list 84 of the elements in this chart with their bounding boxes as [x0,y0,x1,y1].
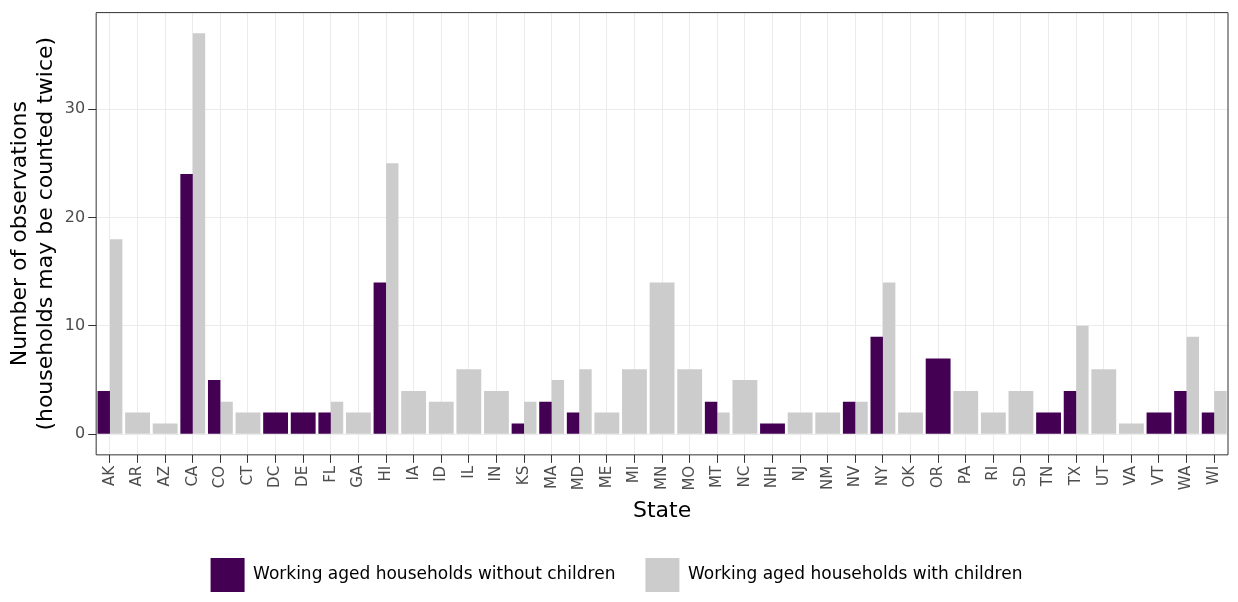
x-axis-title: State [632,496,692,522]
bar [180,174,193,434]
legend-label: Working aged households without children [253,563,616,584]
x-tick-label: IL [458,465,477,479]
x-tick-label: AR [127,465,146,487]
x-tick-label: MD [569,465,588,491]
x-tick-label: OR [928,465,947,489]
x-tick-label: HI [375,465,394,482]
x-tick-label: NC [734,465,753,488]
bar [125,412,150,434]
x-tick-label: MI [624,465,643,484]
bar [345,412,371,434]
bar [649,282,675,434]
x-tick-label: MO [679,465,698,491]
x-tick-label: TX [1066,465,1085,487]
x-tick-label: WA [1176,465,1195,491]
x-tick-label: ID [431,465,450,482]
bar [1008,390,1034,434]
x-tick-label: VT [1148,465,1167,486]
x-tick-label: NM [817,465,836,491]
bar [373,282,387,434]
x-tick-label: IA [403,465,422,481]
y-tick-label: 20 [64,206,86,226]
x-tick-label: MA [541,465,560,490]
y-tick-label: 0 [74,423,86,443]
bar [1174,390,1187,434]
bar [207,380,221,434]
x-tick-label: FL [320,465,339,483]
bar [787,412,813,434]
x-tick-label: DE [293,465,312,487]
x-tick-label: OK [900,464,919,488]
bar [539,401,552,434]
x-tick-label: NV [845,465,864,488]
x-tick-label: DC [265,465,284,488]
bar [594,412,620,434]
bar [428,401,454,434]
x-tick-label: NY [872,465,891,487]
x-tick-label: PA [955,465,974,485]
x-tick-label: IN [486,465,505,482]
y-tick-label: 10 [64,315,86,335]
bar [677,369,703,434]
x-tick-label: NJ [790,465,808,482]
x-tick-label: CO [210,465,229,489]
x-tick-label: GA [348,465,367,488]
bar [622,369,647,434]
x-tick-label: MT [707,465,726,488]
x-tick-label: VA [1121,465,1140,486]
bar [566,412,580,434]
x-tick-label: KS [513,465,532,486]
bar [704,401,718,434]
x-tick-label: AZ [155,465,174,487]
x-tick-label: NH [762,465,781,489]
bar [152,423,178,434]
x-tick-label: AK [99,464,118,486]
x-tick-label: RI [983,465,1002,481]
x-tick-label: WI [1204,465,1223,486]
bar [815,412,841,434]
x-tick-label: MN [651,465,670,491]
y-axis-title: Number of observations (households may be counted twice) [5,36,58,431]
bar [235,412,261,434]
bar [898,412,923,434]
bar [1201,412,1215,434]
x-tick-label: UT [1093,465,1112,487]
bar [484,390,509,434]
x-tick-label: SD [1010,465,1029,487]
bar [1118,423,1144,434]
bar [1063,390,1077,434]
y-tick-label: 30 [64,98,86,118]
bar [456,369,482,434]
bar [953,390,979,434]
x-tick-label: CA [182,465,201,487]
legend-label: Working aged households with children [687,563,1023,584]
bar [842,401,856,434]
x-tick-label: CT [237,465,256,486]
bar [732,380,758,434]
bar [1091,369,1117,434]
bar [318,412,331,434]
bar [401,390,427,434]
bar [980,412,1006,434]
x-tick-label: ME [596,465,615,489]
bar [97,390,110,434]
bar [511,423,525,434]
x-tick-label: TN [1038,465,1057,488]
bar [870,336,883,434]
